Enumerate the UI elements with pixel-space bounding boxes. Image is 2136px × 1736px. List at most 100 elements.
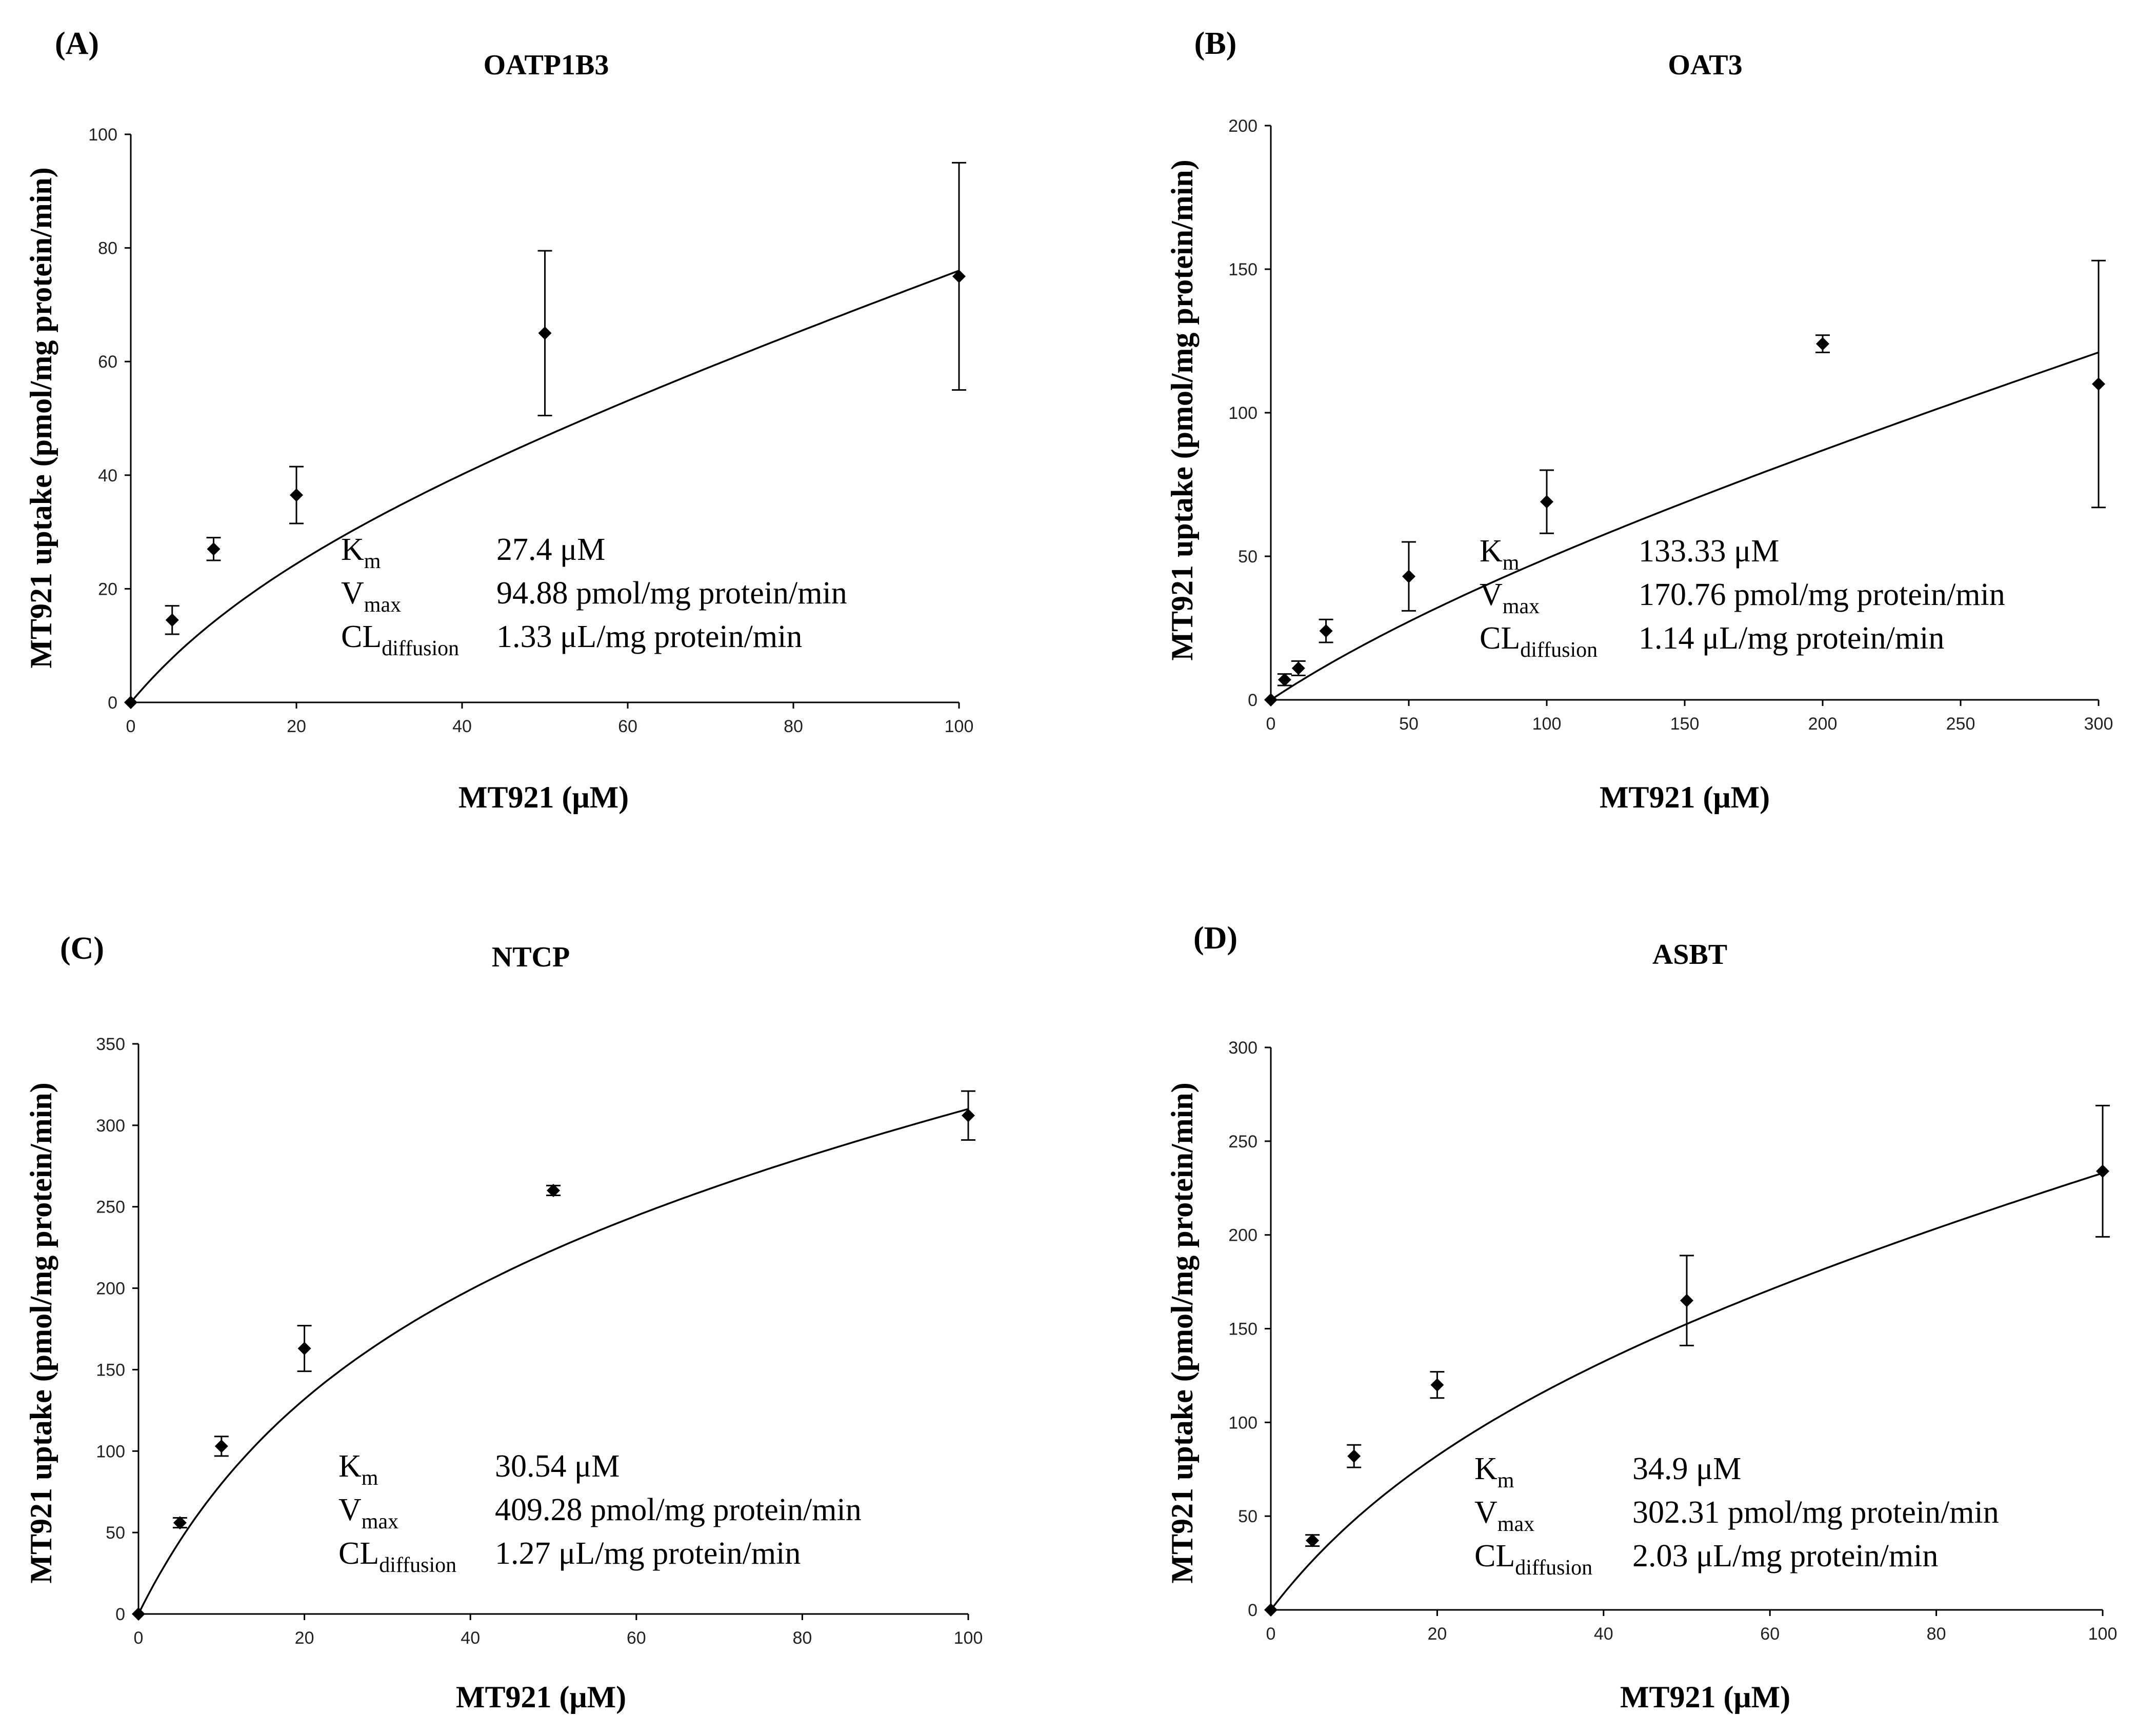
data-point — [1277, 673, 1291, 687]
data-point — [173, 1516, 187, 1530]
y-tick-label: 50 — [1238, 1507, 1257, 1526]
data-point — [207, 542, 221, 556]
data-point — [1816, 337, 1829, 351]
x-axis-title: MT921 (μM) — [458, 780, 629, 814]
y-tick-label: 300 — [96, 1116, 125, 1136]
param-value: 30.54 μM — [495, 1449, 620, 1484]
x-tick-label: 0 — [1266, 714, 1276, 734]
param-value: 1.27 μL/mg protein/min — [495, 1536, 801, 1571]
param-symbol: Km — [338, 1449, 378, 1490]
x-tick-label: 250 — [1946, 714, 1975, 734]
x-tick-label: 0 — [126, 717, 136, 736]
x-tick-label: 150 — [1670, 714, 1700, 734]
x-tick-label: 100 — [1532, 714, 1562, 734]
x-tick-label: 100 — [2088, 1624, 2118, 1644]
param-symbol: CLdiffusion — [1480, 621, 1598, 662]
y-tick-label: 50 — [106, 1523, 125, 1543]
x-tick-label: 60 — [618, 717, 637, 736]
param-value: 409.28 pmol/mg protein/min — [495, 1492, 862, 1527]
y-tick-label: 100 — [1228, 1413, 1257, 1432]
y-tick-label: 250 — [96, 1198, 125, 1217]
y-tick-label: 50 — [1238, 547, 1257, 567]
x-tick-label: 0 — [134, 1628, 144, 1648]
data-point — [214, 1439, 228, 1453]
param-value: 1.33 μL/mg protein/min — [496, 619, 802, 654]
y-tick-label: 60 — [98, 352, 117, 372]
x-tick-label: 100 — [945, 717, 974, 736]
y-tick-label: 300 — [1228, 1038, 1257, 1058]
param-symbol: Vmax — [1480, 577, 1540, 618]
param-symbol: Vmax — [338, 1492, 398, 1533]
y-axis-title: MT921 uptake (pmol/mg protein/min) — [1165, 159, 1199, 660]
param-value: 133.33 μM — [1639, 534, 1779, 569]
y-tick-label: 100 — [88, 125, 117, 145]
x-tick-label: 60 — [1760, 1624, 1780, 1644]
data-point — [1264, 693, 1277, 706]
chart-title: NTCP — [492, 941, 570, 973]
param-value: 1.14 μL/mg protein/min — [1639, 621, 1944, 656]
y-tick-label: 100 — [1228, 403, 1257, 423]
x-tick-label: 20 — [287, 717, 306, 736]
data-point — [547, 1183, 560, 1197]
param-symbol: CLdiffusion — [341, 619, 459, 660]
y-tick-label: 250 — [1228, 1132, 1257, 1152]
y-tick-label: 100 — [96, 1442, 125, 1461]
y-tick-label: 200 — [1228, 1226, 1257, 1245]
param-value: 94.88 pmol/mg protein/min — [496, 576, 847, 611]
data-point — [1680, 1294, 1693, 1307]
data-point — [1319, 624, 1333, 638]
x-tick-label: 0 — [1266, 1624, 1276, 1644]
data-point — [1402, 570, 1415, 583]
data-point — [165, 613, 179, 627]
x-tick-label: 20 — [1427, 1624, 1447, 1644]
y-tick-label: 200 — [96, 1279, 125, 1299]
panel-label: (D) — [1193, 921, 1237, 956]
x-axis-title: MT921 (μM) — [456, 1680, 626, 1714]
x-tick-label: 300 — [2084, 714, 2113, 734]
data-point — [962, 1108, 975, 1122]
y-tick-label: 40 — [98, 466, 117, 486]
x-tick-label: 40 — [461, 1628, 480, 1648]
data-point — [1347, 1449, 1361, 1463]
x-tick-label: 200 — [1808, 714, 1838, 734]
panel-label: (B) — [1194, 26, 1237, 61]
y-tick-label: 20 — [98, 579, 117, 599]
param-value: 34.9 μM — [1632, 1451, 1741, 1486]
y-tick-label: 0 — [1248, 691, 1257, 710]
param-value: 170.76 pmol/mg protein/min — [1639, 577, 2005, 612]
x-tick-label: 40 — [452, 717, 472, 736]
x-tick-label: 80 — [784, 717, 803, 736]
x-tick-label: 80 — [1927, 1624, 1946, 1644]
y-tick-label: 80 — [98, 239, 117, 258]
y-tick-label: 150 — [1228, 260, 1257, 279]
data-point — [1291, 661, 1305, 675]
x-tick-label: 20 — [295, 1628, 314, 1648]
x-axis-title: MT921 (μM) — [1620, 1680, 1790, 1714]
data-point — [2096, 1164, 2109, 1178]
fit-curve — [137, 1108, 969, 1614]
data-point — [132, 1607, 145, 1621]
y-tick-label: 0 — [115, 1605, 125, 1624]
fit-curve — [130, 270, 960, 703]
chart-panel-ntcp: (C) NTCP 0 20 40 60 80 100 0 50 100 150 200 250 300 350… — [24, 931, 983, 1714]
y-tick-label: 350 — [96, 1035, 125, 1054]
x-tick-label: 60 — [627, 1628, 646, 1648]
x-tick-label: 100 — [954, 1628, 983, 1648]
y-tick-label: 0 — [1248, 1601, 1257, 1620]
chart-panel-oat3: (B) OAT3 0 50 100 150 200 250 300 0 50 100 150 200 MT9… — [1165, 26, 2113, 814]
chart-title: OATP1B3 — [484, 49, 609, 81]
x-axis-title: MT921 (μM) — [1600, 780, 1770, 814]
y-tick-label: 200 — [1228, 116, 1257, 136]
data-point — [1306, 1533, 1320, 1547]
data-point — [1430, 1378, 1444, 1392]
y-tick-label: 150 — [1228, 1320, 1257, 1339]
param-symbol: CLdiffusion — [1474, 1539, 1592, 1580]
chart-panel-oatp1b3: (A) OATP1B3 0 20 40 60 80 100 0 20 40 60 80 100 MT921 … — [24, 26, 973, 814]
panel-label: (C) — [60, 931, 104, 966]
data-point — [124, 696, 137, 709]
data-point — [538, 326, 552, 340]
y-axis-title: MT921 uptake (pmol/mg protein/min) — [24, 167, 58, 668]
data-point — [2092, 377, 2105, 391]
chart-panel-asbt: (D) ASBT 0 20 40 60 80 100 0 50 100 150 200 250 300 MT9… — [1165, 921, 2117, 1714]
